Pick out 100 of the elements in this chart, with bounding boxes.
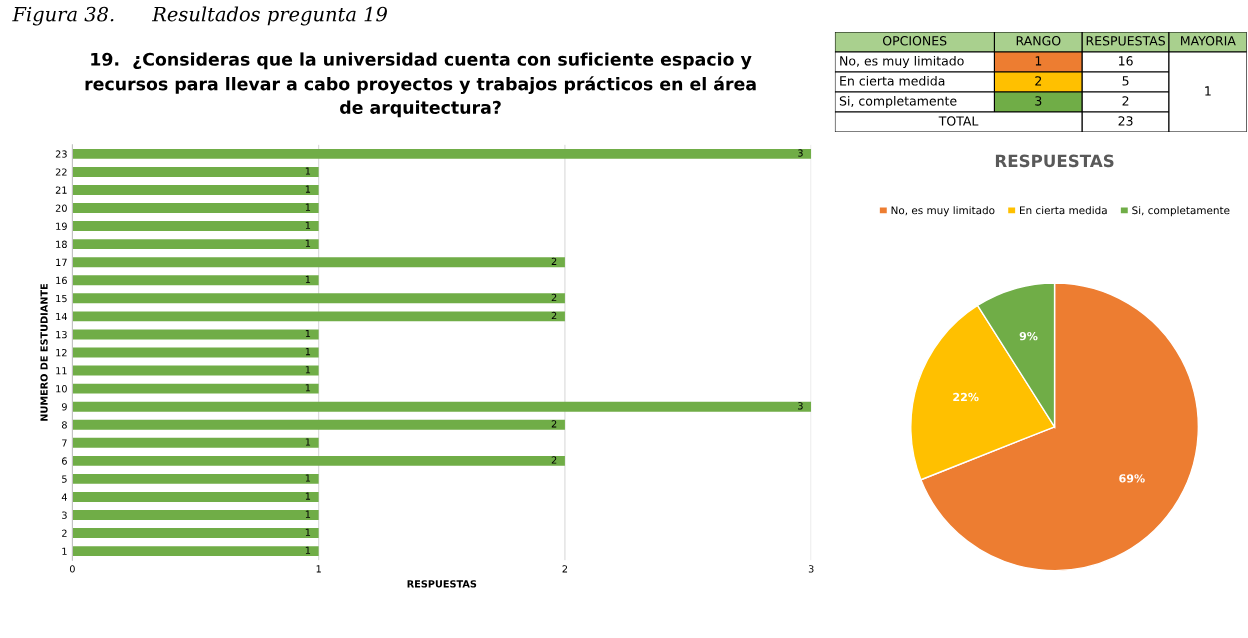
bar [72,419,565,430]
y-tick-label: 1 [62,547,67,555]
data-label: 2 [551,456,557,464]
bar [72,239,319,250]
data-label: 69% [1119,474,1145,483]
data-label: 2 [551,420,557,428]
bar [72,365,319,376]
y-tick-label: 19 [56,222,67,230]
bar [72,510,319,520]
bar [72,347,319,358]
bar [72,401,812,412]
text: 1 [1205,86,1211,96]
y-tick-label: 22 [55,168,67,176]
text: 1 [1035,56,1042,66]
text: 2 [1122,96,1129,106]
data-label: 1 [305,492,311,500]
data-label: 1 [305,384,311,392]
bar [72,221,319,232]
y-tick-label: 9 [61,403,67,411]
bar [72,257,565,268]
data-label: 2 [551,257,557,265]
x-tick-label: 3 [808,565,814,573]
bar [72,383,319,394]
x-tick-label: 0 [69,565,75,573]
bar [72,203,319,213]
text: RANGO [1016,36,1061,46]
data-label: 1 [305,185,311,193]
bar [72,491,319,502]
y-tick-label: 11 [56,367,67,375]
bar [72,275,319,286]
text: TOTAL [938,116,979,126]
data-label: 1 [305,528,311,536]
y-tick-label: 13 [56,330,67,339]
data-label: 22% [953,392,979,402]
bar [72,148,812,159]
text: En cierta medida [840,75,945,86]
data-label: 1 [305,203,311,211]
bar [72,473,319,484]
chart-title: 19. ¿Consideras que la universidad cuenta con suficiente espacio y recursos para llevar a cabo proyectos y trabajos prácticos en el área de arquitectura? [85,52,756,118]
data-label: 1 [305,366,311,374]
text: 3 [1035,96,1042,106]
text: Figura 38. Resultados pregunta 19 [12,6,387,26]
y-tick-label: 3 [62,511,67,519]
y-tick-label: 23 [55,150,67,158]
legend-label: No, es muy limitado [891,206,995,217]
x-axis-title: RESPUESTAS [407,580,477,588]
y-tick-label: 4 [61,493,67,501]
data-label: 1 [305,239,311,247]
data-label: 1 [305,510,311,518]
y-tick-label: 20 [55,204,67,212]
y-tick-label: 12 [56,348,67,357]
y-tick-label: 7 [62,439,67,447]
text: RESPUESTAS [1086,36,1165,46]
data-label: 3 [798,149,803,157]
data-label: 1 [305,275,311,283]
data-label: 2 [551,293,557,301]
data-label: 1 [305,221,311,229]
y-tick-label: 14 [56,312,67,321]
y-tick-label: 21 [55,186,67,194]
data-label: 2 [551,311,557,320]
text: Si, completamente [839,95,957,109]
bar [72,293,565,304]
y-tick-label: 6 [62,457,67,465]
data-label: 3 [798,402,803,410]
y-tick-label: 10 [56,385,67,393]
y-tick-label: 17 [56,258,67,266]
x-tick-label: 1 [316,565,321,573]
data-label: 1 [305,438,311,446]
bar [72,166,319,177]
bar [72,329,319,340]
data-label: 1 [305,348,311,356]
text: 23 [1118,116,1133,126]
text: 5 [1122,76,1129,86]
bar [72,546,319,557]
text: OPCIONES [882,36,947,46]
x-tick-label: 2 [562,565,568,573]
y-tick-label: 5 [62,475,67,483]
legend-label: Si, completamente [1132,206,1230,217]
bar [72,437,319,448]
data-label: 1 [305,474,311,482]
bar [72,455,565,466]
y-tick-label: 15 [56,294,67,303]
text: No, es muy limitado [840,55,964,68]
y-tick-label: 2 [62,529,67,537]
text: 16 [1119,56,1133,66]
bar [72,185,319,195]
text: MAYORIA [1181,36,1236,46]
y-tick-label: 18 [56,240,67,248]
y-tick-label: 8 [62,421,67,429]
text: 2 [1035,76,1042,86]
legend-label: En cierta medida [1020,206,1107,215]
bar [72,311,565,322]
y-axis-title: NUMERO DE ESTUDIANTE [40,284,48,421]
data-label: 1 [305,167,311,175]
data-label: 1 [305,546,311,554]
data-label: 9% [1019,331,1038,341]
chart-title: RESPUESTAS [995,154,1114,168]
y-tick-label: 16 [56,276,67,285]
bar [72,528,319,539]
data-label: 1 [305,330,311,338]
